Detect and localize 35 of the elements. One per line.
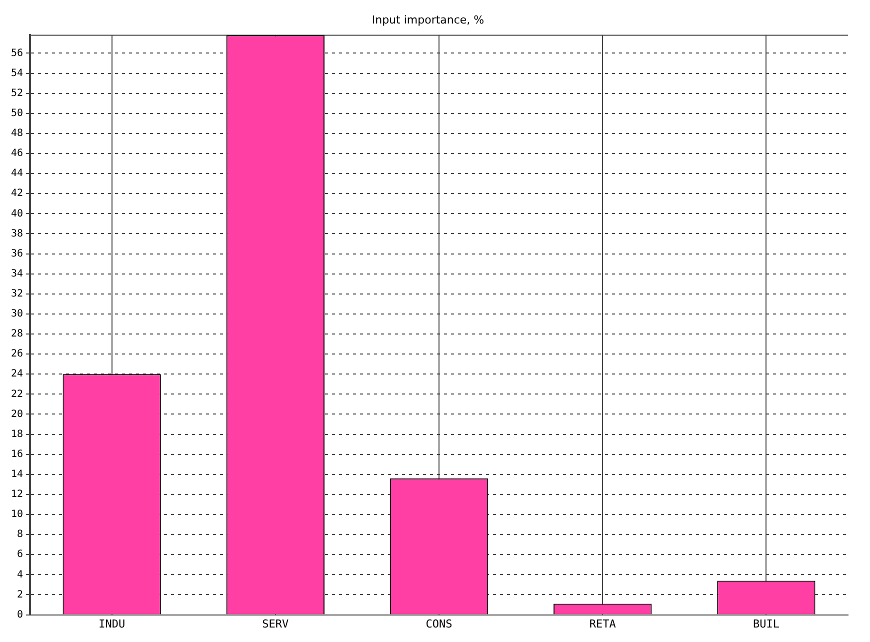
y-tick-label: 16 [10,448,24,460]
y-tick-label: 24 [10,368,24,380]
y-tick-label: 10 [10,509,24,520]
x-tick-label: BUIL [752,617,780,630]
y-tick-label: 36 [10,248,24,260]
y-tick-label: 6 [17,549,24,560]
y-tick-label: 34 [10,268,24,280]
x-tick-label: RETA [589,617,616,630]
y-tick-label: 2 [17,589,24,600]
y-tick-label: 52 [10,88,24,99]
y-tick-label: 18 [10,428,24,440]
y-tick-label: 14 [10,469,24,480]
y-tick-label: 26 [10,348,24,360]
x-tick-label: INDU [98,617,126,630]
y-tick-label: 20 [10,408,24,420]
y-tick-label: 48 [10,128,24,140]
y-tick-label: 8 [17,529,24,540]
x-tick-label: SERV [262,617,290,630]
y-tick-label: 40 [10,208,24,220]
y-tick-label: 0 [17,609,24,620]
y-tick-label: 56 [10,48,24,59]
y-tick-label: 30 [10,308,24,320]
y-tick-label: 4 [17,569,24,580]
y-tick-label: 28 [10,328,24,340]
x-tick-label: CONS [426,617,452,630]
y-tick-label: 44 [10,168,24,180]
y-tick-label: 32 [10,288,24,300]
y-tick-label: 42 [10,188,24,200]
y-tick-label: 12 [10,489,24,500]
y-tick-label: 46 [10,148,24,160]
y-tick-label: 50 [10,108,24,120]
chart-title: Input importance, % [372,13,484,26]
y-tick-label: 38 [10,228,24,240]
y-tick-label: 54 [10,68,24,79]
y-tick-label: 22 [10,388,24,400]
